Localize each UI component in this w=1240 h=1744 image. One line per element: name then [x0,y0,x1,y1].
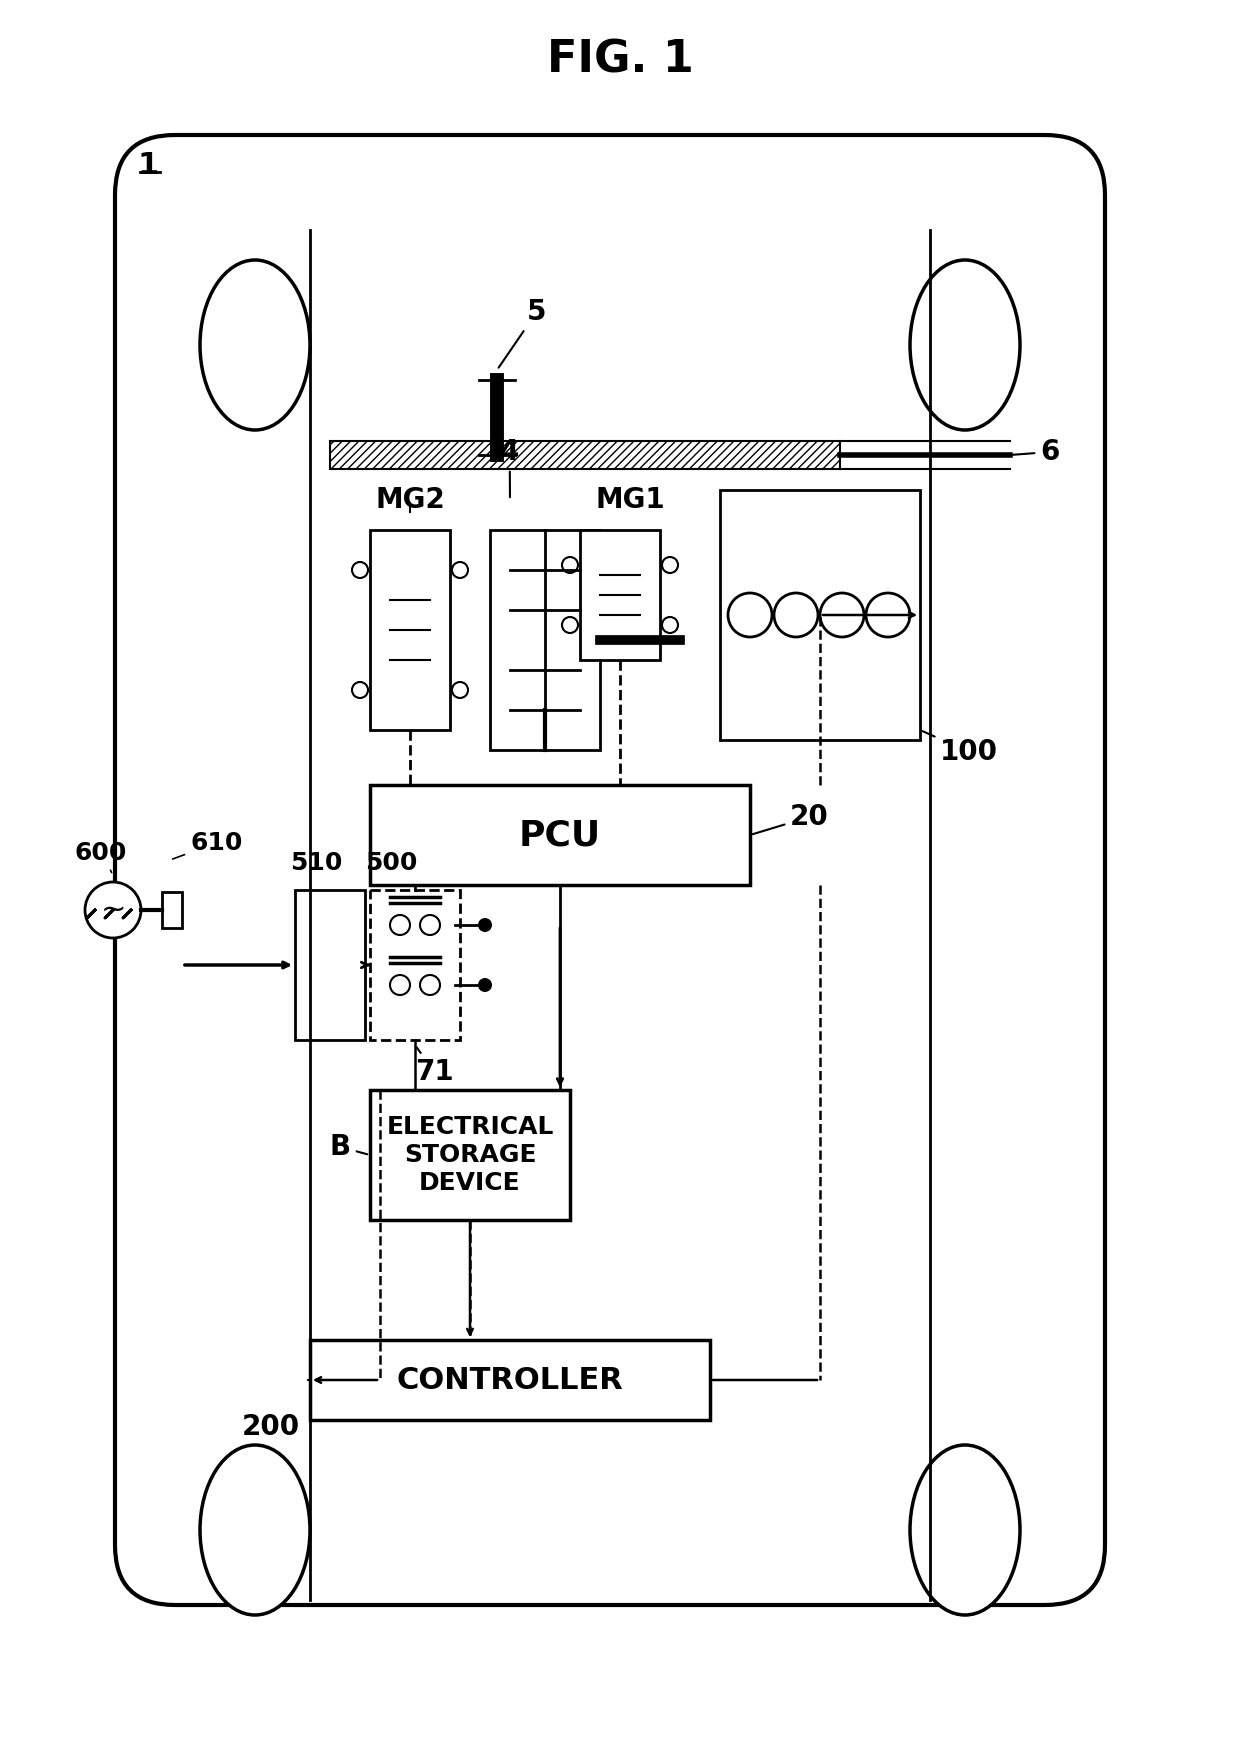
Text: 5: 5 [498,298,547,368]
Bar [370,785,750,884]
Circle shape [86,882,141,938]
Bar [295,889,365,1039]
Text: ELECTRICAL
STORAGE
DEVICE: ELECTRICAL STORAGE DEVICE [387,1114,554,1195]
Text: 4: 4 [500,438,520,497]
Bar [720,490,920,739]
Text: 510: 510 [290,851,342,875]
Bar [310,1339,711,1420]
Bar [370,530,450,731]
Circle shape [391,916,410,935]
Text: 6: 6 [1013,438,1059,466]
Circle shape [352,682,368,698]
Circle shape [352,562,368,577]
Text: 71: 71 [415,1046,454,1087]
Circle shape [662,617,678,633]
Text: B: B [330,1134,367,1162]
Circle shape [420,916,440,935]
Ellipse shape [200,260,310,431]
Circle shape [477,978,492,992]
FancyBboxPatch shape [115,134,1105,1604]
Ellipse shape [200,1446,310,1615]
Circle shape [453,562,467,577]
Text: FIG. 1: FIG. 1 [547,38,693,82]
Bar [580,530,660,659]
Circle shape [728,593,773,637]
Ellipse shape [910,1446,1021,1615]
Text: 100: 100 [923,731,998,766]
Bar [370,1090,570,1221]
Text: MG1: MG1 [595,487,665,514]
Circle shape [420,975,440,996]
Text: ~: ~ [100,895,125,924]
Bar [370,889,460,1039]
Bar [162,891,182,928]
Text: 20: 20 [753,802,828,834]
Circle shape [820,593,864,637]
Circle shape [477,917,492,931]
Text: 1: 1 [138,150,159,180]
Circle shape [562,617,578,633]
Text: 610: 610 [172,830,242,860]
Text: PCU: PCU [518,818,601,853]
Text: CONTROLLER: CONTROLLER [397,1366,624,1395]
Circle shape [562,556,578,574]
Circle shape [662,556,678,574]
Circle shape [866,593,910,637]
Circle shape [391,975,410,996]
Text: 500: 500 [365,851,418,875]
Text: 200: 200 [242,1413,300,1441]
Circle shape [774,593,818,637]
Text: MG2: MG2 [376,487,445,514]
Text: 600: 600 [74,841,128,872]
Bar [330,441,839,469]
Ellipse shape [910,260,1021,431]
Circle shape [453,682,467,698]
Bar [490,530,600,750]
